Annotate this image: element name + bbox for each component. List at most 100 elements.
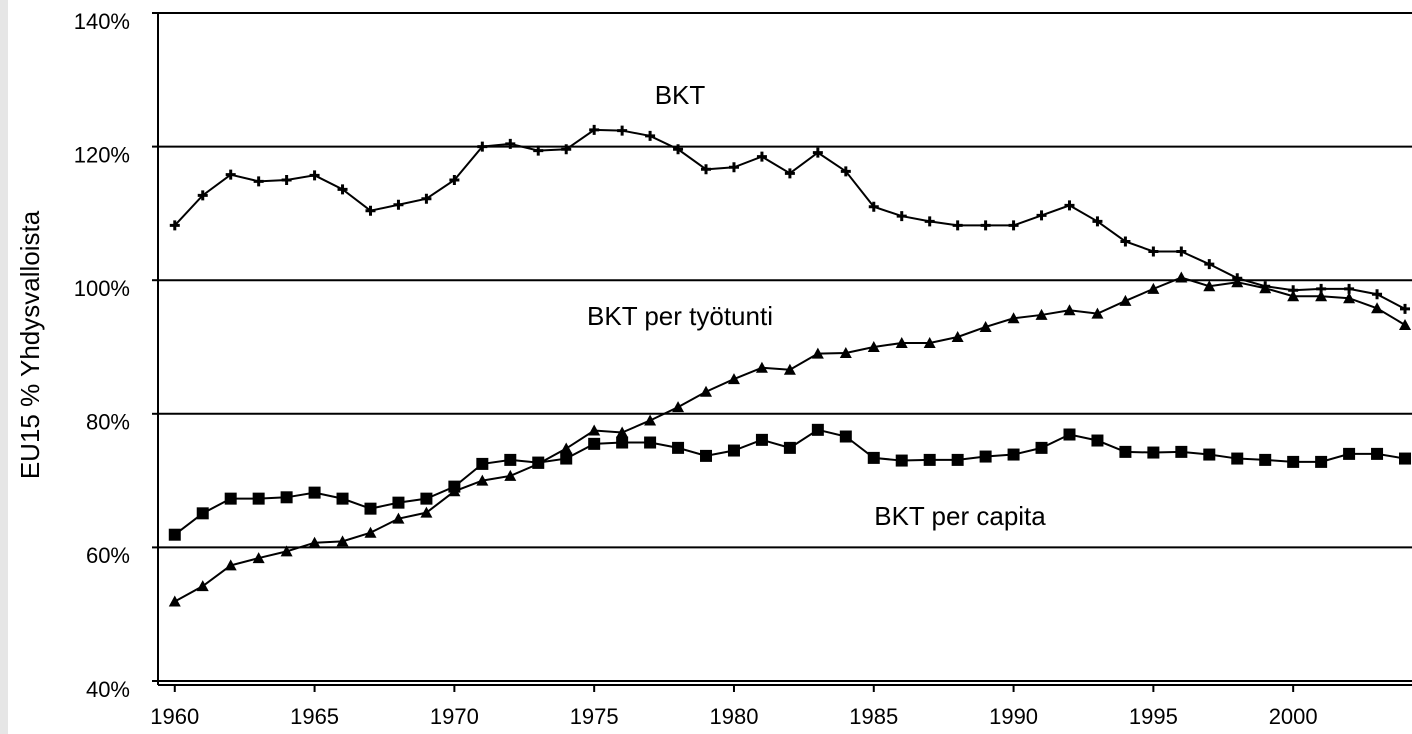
series-line (174, 128, 1406, 310)
marker (1035, 308, 1048, 320)
marker (1175, 445, 1188, 458)
marker (336, 535, 349, 547)
marker (1176, 246, 1187, 257)
marker (1120, 236, 1131, 247)
marker (1399, 452, 1412, 465)
marker (784, 168, 795, 179)
marker (308, 486, 321, 499)
marker (1343, 447, 1356, 460)
marker (1035, 441, 1048, 454)
marker (196, 580, 209, 592)
x-tick-label: 1990 (989, 704, 1038, 729)
x-tick-label: 1995 (1129, 704, 1178, 729)
marker (1147, 446, 1160, 459)
marker (1175, 271, 1188, 283)
y-tick-label: 80% (86, 410, 130, 435)
marker (868, 201, 879, 212)
marker (617, 125, 628, 136)
marker (589, 124, 600, 135)
marker (1064, 200, 1075, 211)
marker (980, 220, 991, 231)
marker (867, 341, 880, 352)
marker (1231, 276, 1244, 288)
marker (756, 151, 767, 162)
marker (672, 441, 685, 454)
marker (644, 436, 657, 449)
marker (420, 492, 433, 505)
marker (1344, 283, 1355, 294)
marker (1343, 292, 1356, 304)
marker (1091, 307, 1104, 319)
x-tick-label: 2000 (1269, 704, 1318, 729)
marker (588, 437, 601, 450)
y-tick-label: 140% (74, 9, 130, 34)
marker (420, 506, 433, 518)
marker (1372, 289, 1383, 300)
marker (952, 220, 963, 231)
marker (951, 453, 964, 466)
marker (1287, 290, 1300, 302)
marker (560, 442, 573, 454)
marker (532, 456, 545, 469)
marker (701, 164, 712, 175)
marker (924, 216, 935, 227)
marker (1259, 453, 1272, 466)
marker (951, 330, 964, 342)
marker (224, 492, 237, 505)
marker (755, 433, 768, 446)
marker (280, 491, 293, 504)
y-tick-label: 60% (86, 543, 130, 568)
marker (449, 175, 460, 185)
marker (1063, 304, 1076, 316)
marker (252, 552, 265, 564)
marker (448, 480, 461, 493)
marker (1287, 455, 1300, 468)
marker (644, 414, 657, 426)
marker (533, 145, 544, 156)
marker (476, 474, 489, 486)
marker (727, 373, 740, 385)
marker (1315, 455, 1328, 468)
marker (281, 175, 292, 185)
marker (839, 347, 852, 359)
marker (309, 170, 320, 181)
marker (1148, 246, 1159, 257)
marker (727, 444, 740, 457)
marker (645, 130, 656, 141)
marker (700, 385, 713, 397)
marker (672, 401, 685, 413)
marker (1007, 448, 1020, 461)
marker (560, 452, 573, 465)
marker (616, 426, 629, 438)
marker (421, 193, 432, 204)
marker (1315, 290, 1328, 302)
marker (225, 169, 236, 180)
marker (616, 436, 629, 449)
marker (979, 320, 992, 332)
marker (1091, 434, 1104, 447)
marker (224, 559, 237, 571)
marker (923, 453, 936, 466)
annotation: BKT (655, 80, 706, 110)
y-tick-label: 100% (74, 276, 130, 301)
marker (783, 363, 796, 375)
marker (1371, 302, 1384, 314)
marker (1399, 318, 1412, 330)
marker (895, 336, 908, 348)
marker (1371, 447, 1384, 460)
marker (1092, 216, 1103, 227)
marker (308, 536, 321, 548)
marker (197, 190, 208, 201)
marker (476, 457, 489, 470)
marker (364, 502, 377, 515)
y-axis-label: EU15 % Yhdysvalloista (15, 210, 45, 479)
marker (253, 176, 264, 187)
marker (505, 138, 516, 149)
marker (783, 441, 796, 454)
marker (1203, 448, 1216, 461)
marker (364, 526, 377, 538)
marker (392, 496, 405, 509)
marker (811, 347, 824, 359)
marker (337, 184, 348, 195)
